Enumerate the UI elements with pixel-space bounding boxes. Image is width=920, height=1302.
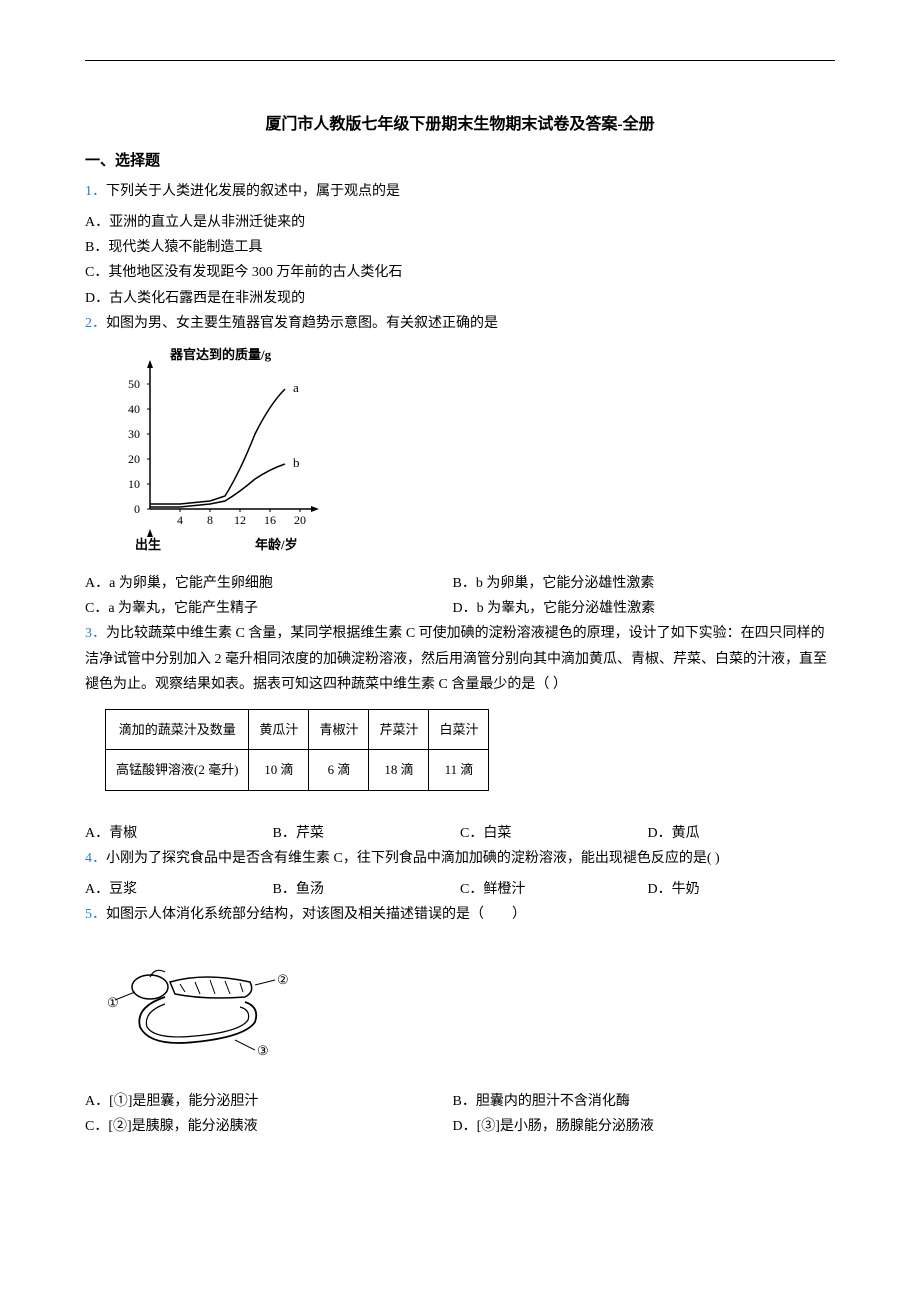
- digestive-diagram: ① ② ③: [105, 952, 295, 1062]
- curve-a: [150, 389, 285, 504]
- curve-b: [150, 464, 285, 507]
- q3-num: 3．: [85, 626, 106, 641]
- q4-num: 4．: [85, 851, 106, 866]
- q5-optA: A．[①]是胆囊，能分泌胆汁: [85, 1089, 453, 1114]
- label-b: b: [293, 455, 300, 470]
- svg-text:0: 0: [134, 502, 140, 516]
- td-3: 18 滴: [369, 750, 429, 790]
- q2-num: 2．: [85, 316, 106, 331]
- question-2: 2．如图为男、女主要生殖器官发育趋势示意图。有关叙述正确的是: [85, 311, 835, 336]
- svg-text:16: 16: [264, 513, 276, 527]
- section-title: 一、选择题: [85, 148, 835, 175]
- anatomy-diagram: ① ② ③: [105, 952, 835, 1071]
- x-arrow: [311, 506, 319, 512]
- data-table: 滴加的蔬菜汁及数量 黄瓜汁 青椒汁 芹菜汁 白菜汁 高锰酸钾溶液(2 毫升) 1…: [105, 709, 489, 791]
- q3-text: 为比较蔬菜中维生素 C 含量，某同学根据维生素 C 可使加碘的淀粉溶液褪色的原理…: [85, 626, 827, 691]
- q2-optD: D．b 为睾丸，它能分泌雄性激素: [453, 596, 821, 621]
- q5-options-row2: C．[②]是胰腺，能分泌胰液D．[③]是小肠，肠腺能分泌肠液: [85, 1114, 835, 1139]
- x-ticks: 4 8 12 16 20: [177, 509, 306, 527]
- q1-optD: D．古人类化石露西是在非洲发现的: [85, 286, 835, 311]
- q4-optB: B．鱼汤: [273, 877, 461, 902]
- q1-num: 1．: [85, 184, 106, 199]
- q2-options-row2: C．a 为睾丸，它能产生精子D．b 为睾丸，它能分泌雄性激素: [85, 596, 835, 621]
- svg-text:30: 30: [128, 427, 140, 441]
- q5-num: 5．: [85, 907, 106, 922]
- q3-optB: B．芹菜: [273, 821, 461, 846]
- birth-label: 出生: [135, 537, 161, 552]
- q1-optC: C．其他地区没有发现距今 300 万年前的古人类化石: [85, 260, 835, 285]
- th-3: 芹菜汁: [369, 710, 429, 750]
- table-header-row: 滴加的蔬菜汁及数量 黄瓜汁 青椒汁 芹菜汁 白菜汁: [106, 710, 489, 750]
- growth-chart: 器官达到的质量/g 0 10 20 30 40 50 4 8: [105, 344, 335, 554]
- table-data-row: 高锰酸钾溶液(2 毫升) 10 滴 6 滴 18 滴 11 滴: [106, 750, 489, 790]
- q4-text: 小刚为了探究食品中是否含有维生素 C，往下列食品中滴加加碘的淀粉溶液，能出现褪色…: [106, 851, 720, 866]
- q5-text: 如图示人体消化系统部分结构，对该图及相关描述错误的是（ ）: [106, 907, 526, 922]
- svg-text:12: 12: [234, 513, 246, 527]
- q1-optA: A．亚洲的直立人是从非洲迁徙来的: [85, 210, 835, 235]
- q5-optC: C．[②]是胰腺，能分泌胰液: [85, 1114, 453, 1139]
- th-0: 滴加的蔬菜汁及数量: [106, 710, 249, 750]
- svg-text:10: 10: [128, 477, 140, 491]
- q4-optD: D．牛奶: [648, 877, 836, 902]
- birth-arrow: [147, 529, 153, 537]
- y-arrow: [147, 360, 153, 368]
- diagram-label-3: ③: [257, 1043, 269, 1058]
- q3-optD: D．黄瓜: [648, 821, 836, 846]
- diagram-label-1: ①: [107, 995, 119, 1010]
- q4-optC: C．鲜橙汁: [460, 877, 648, 902]
- chart-container: 器官达到的质量/g 0 10 20 30 40 50 4 8: [105, 344, 835, 563]
- q5-optD: D．[③]是小肠，肠腺能分泌肠液: [453, 1114, 821, 1139]
- question-5: 5．如图示人体消化系统部分结构，对该图及相关描述错误的是（ ）: [85, 902, 835, 927]
- x-label: 年龄/岁: [255, 537, 298, 552]
- q2-options-row1: A．a 为卵巢，它能产生卵细胞B．b 为卵巢，它能分泌雄性激素: [85, 571, 835, 596]
- svg-text:40: 40: [128, 402, 140, 416]
- header-line: [85, 60, 835, 61]
- q5-optB: B．胆囊内的胆汁不含消化酶: [453, 1089, 821, 1114]
- svg-text:50: 50: [128, 377, 140, 391]
- q3-optA: A．青椒: [85, 821, 273, 846]
- q2-optA: A．a 为卵巢，它能产生卵细胞: [85, 571, 453, 596]
- td-4: 11 滴: [429, 750, 489, 790]
- question-3: 3．为比较蔬菜中维生素 C 含量，某同学根据维生素 C 可使加碘的淀粉溶液褪色的…: [85, 621, 835, 697]
- q1-text: 下列关于人类进化发展的叙述中，属于观点的是: [106, 184, 400, 199]
- svg-text:20: 20: [128, 452, 140, 466]
- page-title: 厦门市人教版七年级下册期末生物期末试卷及答案-全册: [85, 111, 835, 140]
- svg-text:20: 20: [294, 513, 306, 527]
- chart-y-title: 器官达到的质量/g: [169, 347, 272, 362]
- q2-text: 如图为男、女主要生殖器官发育趋势示意图。有关叙述正确的是: [106, 316, 498, 331]
- table-container: 滴加的蔬菜汁及数量 黄瓜汁 青椒汁 芹菜汁 白菜汁 高锰酸钾溶液(2 毫升) 1…: [105, 709, 835, 791]
- q3-options: A．青椒 B．芹菜 C．白菜 D．黄瓜: [85, 821, 835, 846]
- svg-text:4: 4: [177, 513, 183, 527]
- question-4: 4．小刚为了探究食品中是否含有维生素 C，往下列食品中滴加加碘的淀粉溶液，能出现…: [85, 846, 835, 871]
- y-ticks: 0 10 20 30 40 50: [128, 377, 150, 516]
- th-4: 白菜汁: [429, 710, 489, 750]
- th-1: 黄瓜汁: [249, 710, 309, 750]
- diagram-label-2: ②: [277, 972, 289, 987]
- td-1: 10 滴: [249, 750, 309, 790]
- svg-text:8: 8: [207, 513, 213, 527]
- q2-optB: B．b 为卵巢，它能分泌雄性激素: [453, 571, 821, 596]
- label-a: a: [293, 380, 299, 395]
- th-2: 青椒汁: [309, 710, 369, 750]
- td-2: 6 滴: [309, 750, 369, 790]
- q4-options: A．豆浆 B．鱼汤 C．鲜橙汁 D．牛奶: [85, 877, 835, 902]
- q4-optA: A．豆浆: [85, 877, 273, 902]
- td-0: 高锰酸钾溶液(2 毫升): [106, 750, 249, 790]
- q1-optB: B．现代类人猿不能制造工具: [85, 235, 835, 260]
- q2-optC: C．a 为睾丸，它能产生精子: [85, 596, 453, 621]
- question-1: 1．下列关于人类进化发展的叙述中，属于观点的是: [85, 179, 835, 204]
- q5-options-row1: A．[①]是胆囊，能分泌胆汁B．胆囊内的胆汁不含消化酶: [85, 1089, 835, 1114]
- q3-optC: C．白菜: [460, 821, 648, 846]
